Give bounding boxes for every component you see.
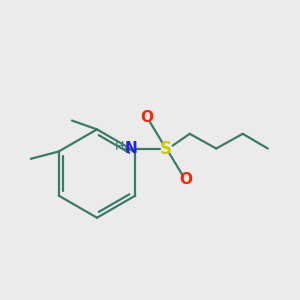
Text: O: O xyxy=(141,110,154,125)
Text: N: N xyxy=(124,141,137,156)
Text: H: H xyxy=(115,140,124,153)
Text: O: O xyxy=(179,172,192,187)
Text: S: S xyxy=(160,140,172,158)
